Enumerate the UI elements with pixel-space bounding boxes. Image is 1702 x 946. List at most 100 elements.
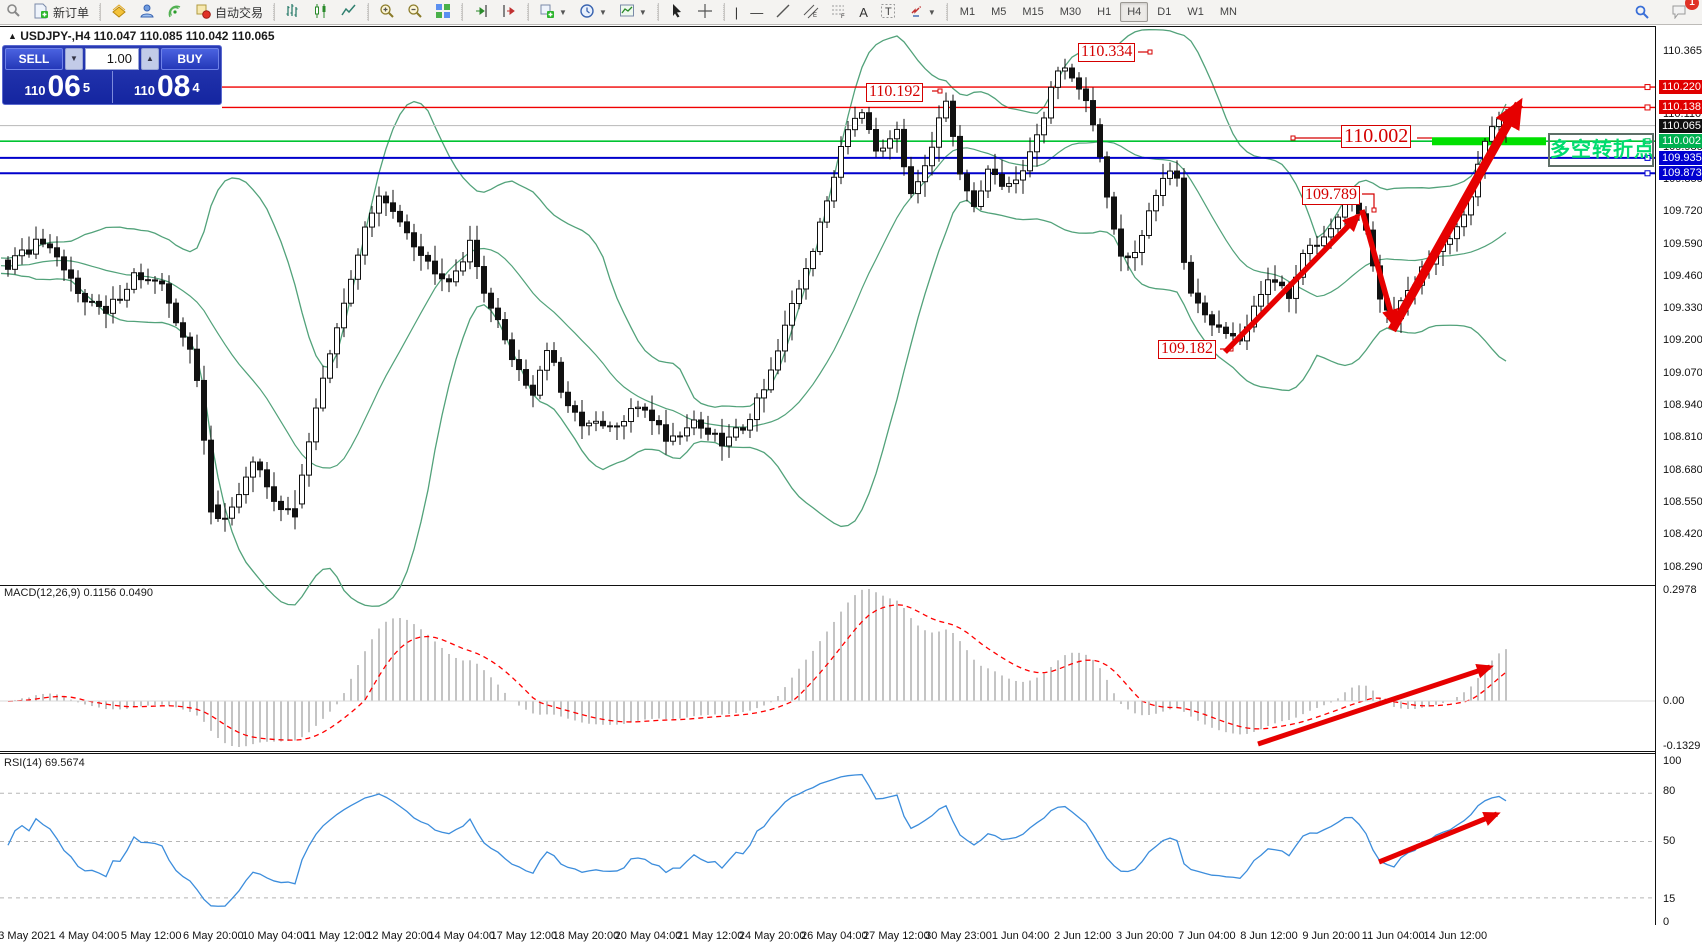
auto-scroll-button[interactable] (468, 0, 494, 24)
timeframe-m15[interactable]: M15 (1022, 6, 1044, 18)
price-marker-110.065: 110.065 (1659, 118, 1702, 133)
price-annotation-109.789[interactable]: 109.789 (1302, 186, 1360, 205)
sell-price-prefix: 110 (24, 83, 46, 98)
buy-price[interactable]: 110 08 4 (113, 71, 222, 103)
price-marker-109.935: 109.935 (1659, 150, 1702, 165)
line-chart-button[interactable] (336, 0, 362, 24)
price-marker-110.220: 110.220 (1659, 80, 1702, 95)
market-watch-button[interactable] (134, 0, 160, 24)
timeframe-m30[interactable]: M30 (1059, 6, 1082, 18)
buy-button[interactable]: BUY (161, 48, 219, 70)
chart-canvas[interactable] (0, 26, 1702, 946)
text-button[interactable]: A (854, 0, 873, 24)
indicator-axis-tick: 100 (1663, 755, 1682, 767)
price-marker-110.138: 110.138 (1659, 100, 1702, 115)
notifications-button[interactable]: 1 (1667, 0, 1699, 24)
vertical-line-button[interactable]: | (730, 0, 743, 24)
periods-button[interactable]: ▼ (574, 0, 612, 24)
tile-windows-button[interactable] (430, 0, 456, 24)
toolbar-separator (656, 3, 659, 21)
time-tick: 2 Jun 12:00 (1053, 930, 1112, 942)
timeframe-h4[interactable]: H4 (1120, 2, 1149, 22)
volume-down-button[interactable]: ▼ (65, 48, 83, 70)
indicator-axis-tick: -0.1329 (1663, 740, 1701, 752)
signals-button[interactable] (162, 0, 188, 24)
price-tick: 109.460 (1663, 269, 1702, 282)
equidistant-channel-button[interactable]: E (798, 0, 824, 24)
sell-price[interactable]: 110 06 5 (3, 71, 113, 103)
new-order-icon (33, 3, 49, 22)
dropdown-caret-icon: ▼ (598, 7, 607, 17)
price-annotation-109.182[interactable]: 109.182 (1158, 340, 1216, 359)
time-axis[interactable]: 3 May 2021 4 May 04:00 5 May 12:00 6 May 20… (0, 925, 1702, 946)
price-axis[interactable]: 110.365110.110109.980109.850109.720109.5… (1656, 26, 1702, 928)
sell-button[interactable]: SELL (5, 48, 63, 70)
fibonacci-button[interactable]: F (826, 0, 852, 24)
equidistant-channel-icon: E (803, 3, 819, 22)
new-order-button[interactable]: 新订单 (28, 0, 94, 24)
bar-chart-button[interactable] (280, 0, 306, 24)
volume-up-button[interactable]: ▲ (141, 48, 159, 70)
crosshair-button[interactable] (692, 0, 718, 24)
logo-icon (1, 0, 26, 24)
symbol-name: USDJPY-,H4 (20, 29, 91, 43)
time-tick: 17 May 12:00 (490, 930, 558, 942)
time-tick: 4 May 04:00 (58, 930, 120, 942)
timeframe-m5[interactable]: M5 (991, 6, 1007, 18)
tile-windows-icon (435, 3, 451, 22)
signals-icon (167, 3, 183, 22)
time-tick: 10 May 04:00 (242, 930, 309, 942)
candlestick-chart-button[interactable] (308, 0, 334, 24)
arrows-button[interactable]: ▼ (903, 0, 941, 24)
toolbar-separator (945, 3, 948, 21)
timeframe-h1[interactable]: H1 (1097, 6, 1112, 18)
chart-profile-button[interactable] (106, 0, 132, 24)
price-annotation-110.334[interactable]: 110.334 (1078, 43, 1136, 62)
price-tick: 108.420 (1663, 528, 1702, 541)
text-label-button[interactable]: T (875, 0, 901, 24)
macd-label: MACD(12,26,9) 0.1156 0.0490 (4, 587, 153, 599)
price-tick: 108.550 (1663, 495, 1702, 508)
indicator-axis-tick: 80 (1663, 785, 1676, 797)
cn-note-label[interactable]: 多空转折点 (1548, 133, 1654, 167)
time-tick: 6 May 20:00 (183, 930, 244, 942)
indicator-axis-tick: 0 (1663, 916, 1670, 928)
horizontal-line-button[interactable]: — (745, 0, 768, 24)
bar-chart-icon (285, 3, 301, 22)
search-button[interactable] (1629, 0, 1655, 24)
timeframe-m1[interactable]: M1 (959, 6, 976, 18)
auto-scroll-icon (473, 3, 489, 22)
chart-window[interactable]: ▲ USDJPY-,H4 110.047 110.085 110.042 110… (0, 26, 1702, 946)
toolbar-separator (461, 3, 464, 21)
time-tick: 21 May 12:00 (676, 930, 744, 942)
time-tick: 3 May 2021 (0, 930, 56, 942)
svg-text:E: E (813, 13, 817, 19)
dropdown-caret-icon: ▼ (927, 7, 936, 17)
zoom-out-button[interactable] (402, 0, 428, 24)
timeframe-mn[interactable]: MN (1219, 6, 1237, 18)
auto-trading-button[interactable]: 自动交易 (190, 0, 268, 24)
auto-trading-icon (195, 3, 211, 22)
zoom-in-button[interactable] (374, 0, 400, 24)
periods-icon (579, 3, 595, 22)
time-tick: 26 May 04:00 (800, 930, 868, 942)
indicators-button[interactable]: ▼ (534, 0, 572, 24)
price-annotation-110.192[interactable]: 110.192 (866, 83, 924, 102)
trendline-icon (775, 3, 791, 22)
zoom-in-icon (379, 3, 395, 22)
trendline-button[interactable] (770, 0, 796, 24)
dropdown-caret-icon: ▼ (638, 7, 647, 17)
one-click-trade-panel: SELL ▼ 1.00 ▲ BUY 110 06 5 110 08 4 (2, 45, 222, 105)
timeframe-w1[interactable]: W1 (1187, 6, 1204, 18)
chart-shift-button[interactable] (496, 0, 522, 24)
price-annotation-110.002[interactable]: 110.002 (1341, 125, 1412, 148)
templates-button[interactable]: ▼ (614, 0, 652, 24)
volume-input[interactable]: 1.00 (85, 48, 139, 70)
indicator-axis-tick: 50 (1663, 835, 1676, 847)
cursor-button[interactable] (664, 0, 690, 24)
up-triangle-icon: ▲ (8, 31, 17, 41)
rsi-label: RSI(14) 69.5674 (4, 757, 85, 769)
timeframe-d1[interactable]: D1 (1157, 6, 1172, 18)
symbol-info: ▲ USDJPY-,H4 110.047 110.085 110.042 110… (8, 29, 275, 43)
